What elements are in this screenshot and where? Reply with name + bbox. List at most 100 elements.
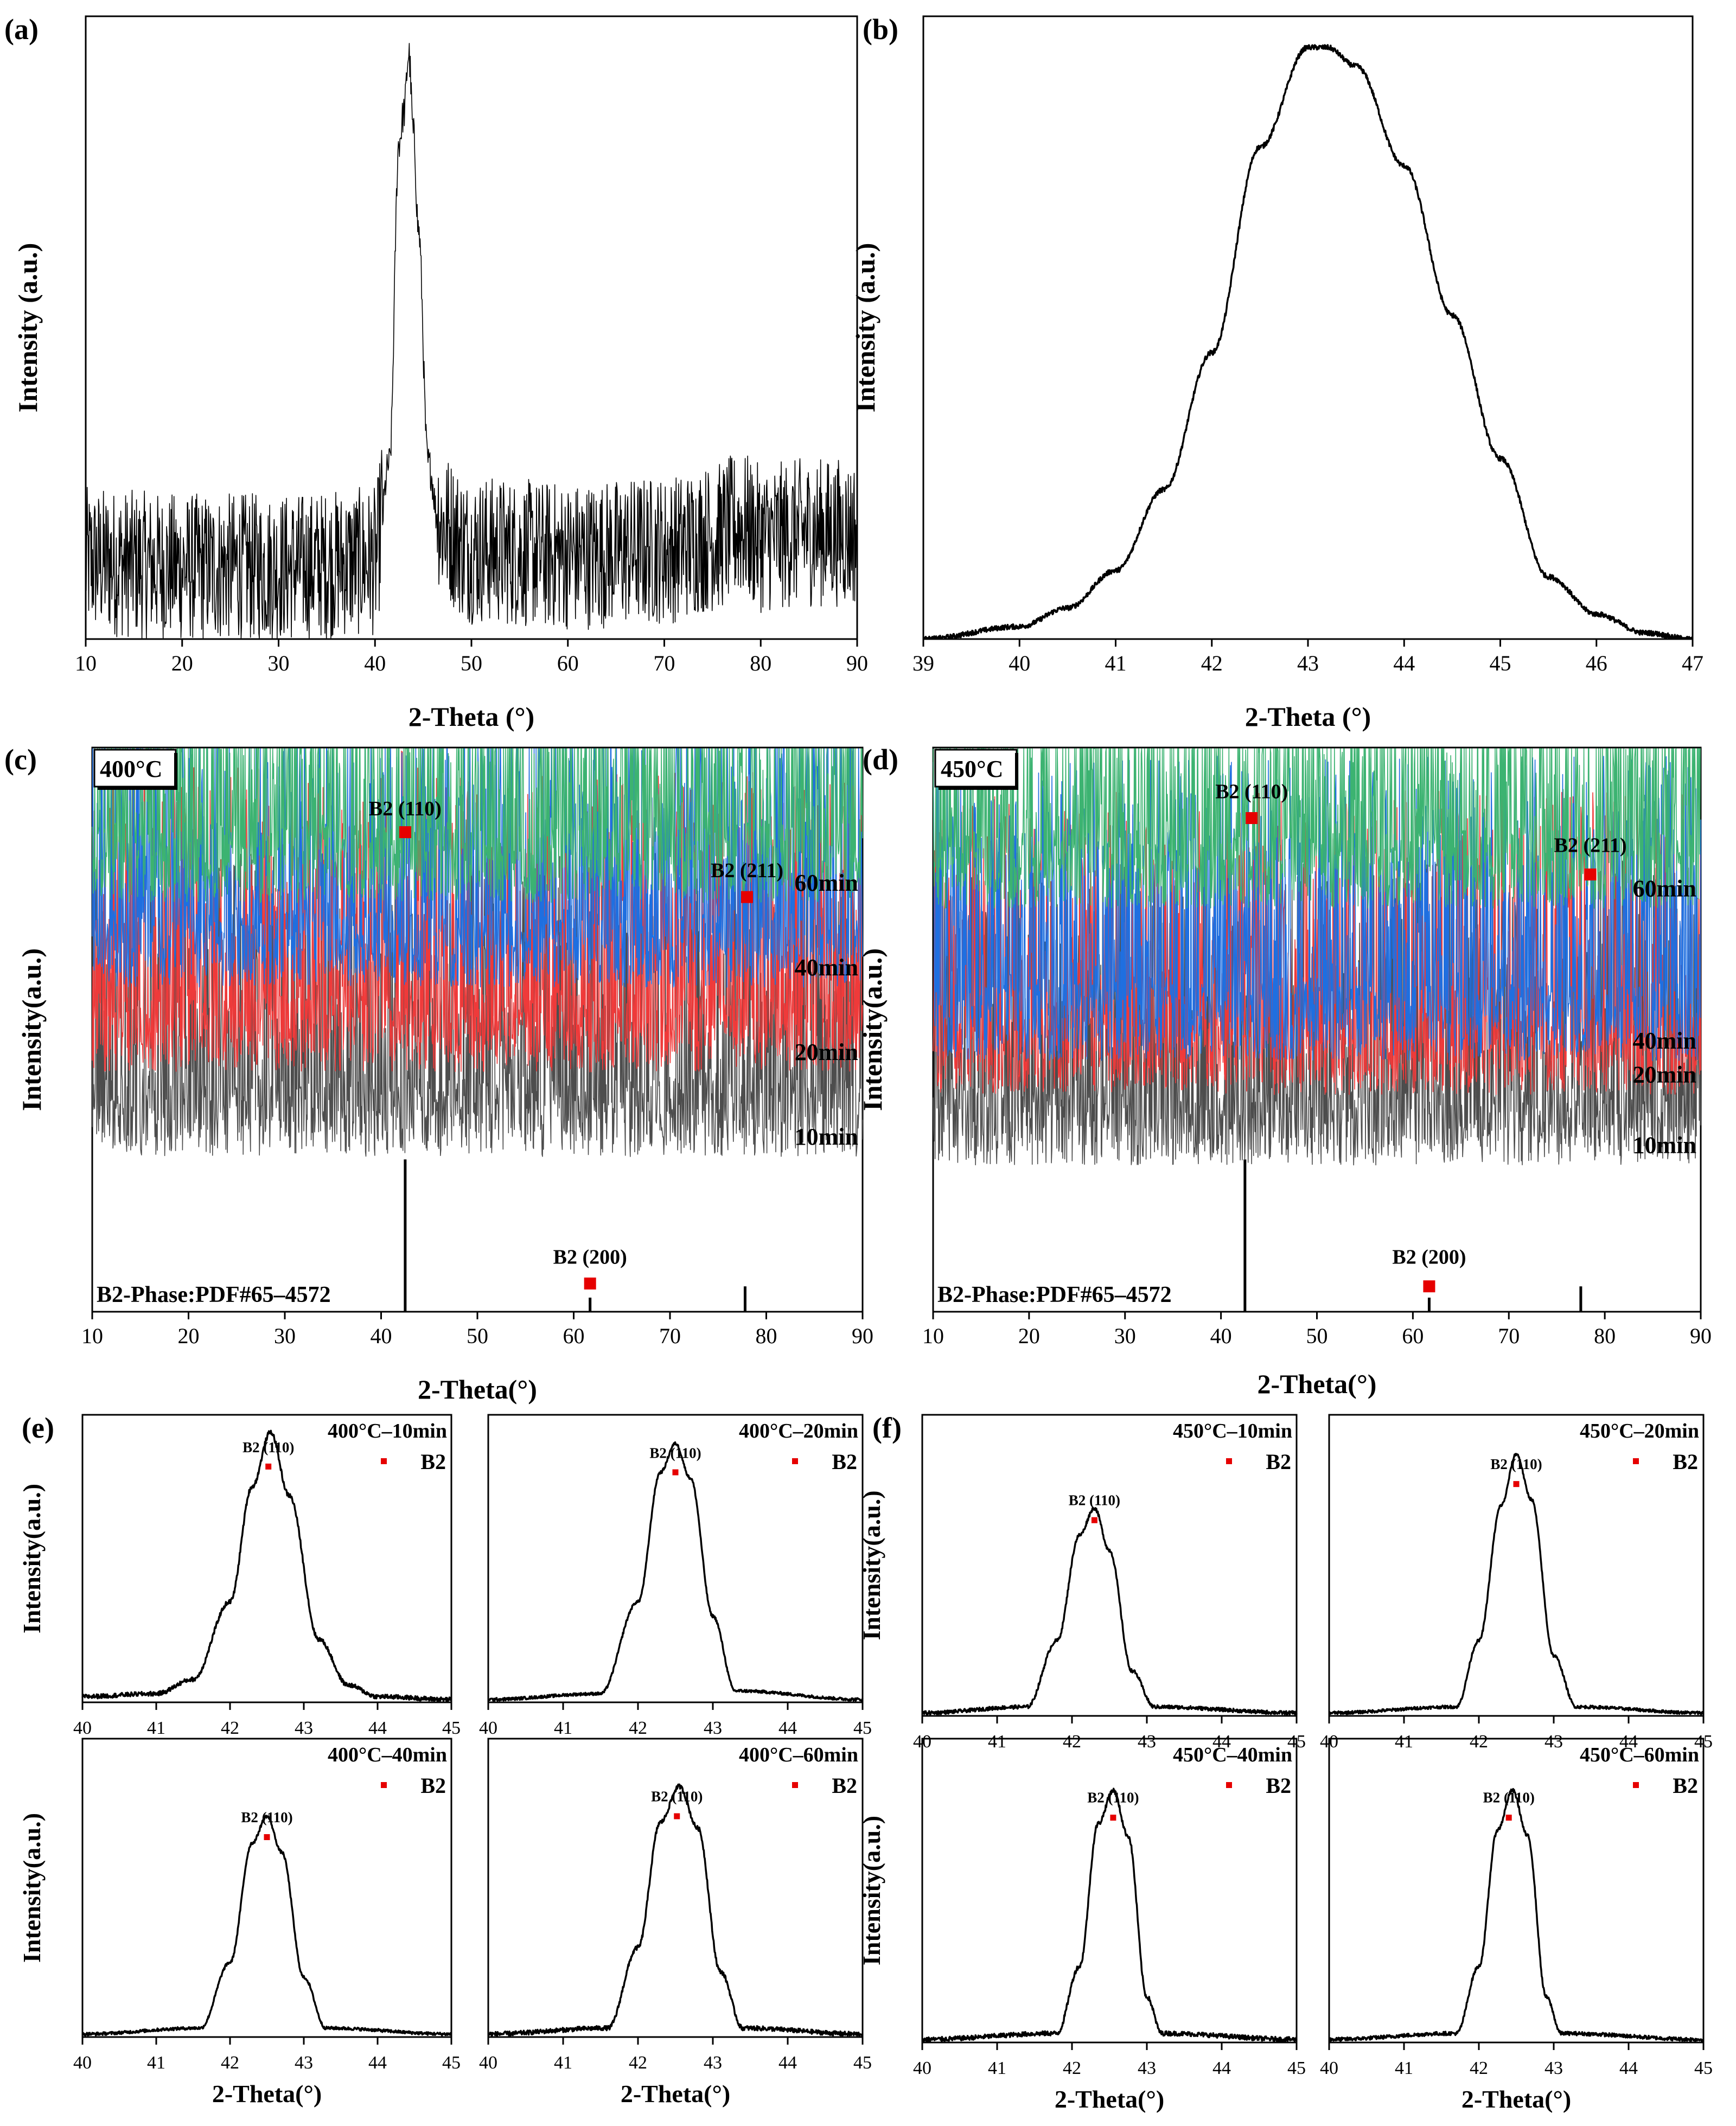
series-line-0 <box>923 44 1693 639</box>
x-tick-label: 45 <box>1287 2058 1306 2078</box>
x-tick-label: 47 <box>1682 651 1703 675</box>
series-line-40min <box>933 756 1701 1061</box>
x-tick-label: 44 <box>778 2053 797 2073</box>
x-tick-label: 90 <box>846 651 868 675</box>
legend-marker <box>381 1782 387 1788</box>
legend-label: B2 <box>1266 1773 1291 1798</box>
x-tick-label: 44 <box>1393 651 1415 675</box>
plot-frame <box>81 1414 452 1703</box>
panel-a: 10 20 30 40 50 60 70 80 90 2-Theta (°) Intensity (… <box>4 13 868 732</box>
x-axis-label: 2-Theta(°) <box>1055 2085 1164 2113</box>
panel-label: (f) <box>872 1412 902 1444</box>
peak-annotation: B2 (211) <box>711 859 783 882</box>
series-line-10min <box>92 852 863 1157</box>
panel-label: (c) <box>4 743 37 776</box>
x-tick-label: 80 <box>1594 1324 1616 1348</box>
x-tick-label: 41 <box>147 1718 165 1738</box>
x-tick-label: 40 <box>1009 651 1030 675</box>
subplot-title: 450°C–60min <box>1580 1744 1699 1766</box>
x-tick-label: 70 <box>659 1324 681 1348</box>
plot-frame <box>487 1414 864 1703</box>
x-tick-label: 43 <box>1544 2058 1563 2078</box>
x-tick-label: 41 <box>988 1732 1006 1752</box>
peak-annotation: B2 (110) <box>1087 1790 1139 1806</box>
series-line-60min <box>92 748 863 903</box>
series-label: 40min <box>795 954 858 981</box>
subplot-title: 400°C–40min <box>328 1744 447 1766</box>
peak-annotation: B2 (110) <box>1069 1492 1120 1509</box>
x-tick-label: 50 <box>461 651 482 675</box>
b2-marker <box>1513 1481 1520 1487</box>
x-tick-label: 41 <box>147 2053 165 2073</box>
x-tick-label: 41 <box>1395 2058 1413 2078</box>
panel-e1: 40 41 42 43 44 45 B2 (110) 400°C–10min B2 Intensi… <box>18 1412 461 1738</box>
temperature-label: 450°C <box>941 756 1003 782</box>
reference-label: B2-Phase:PDF#65–4572 <box>937 1282 1172 1307</box>
x-tick-label: 45 <box>442 2053 461 2073</box>
panel-c: 10 20 30 40 50 60 70 80 90 10min 20min 40min 60min B2… <box>4 743 873 1404</box>
y-axis-label: Intensity(a.u.) <box>18 1813 46 1963</box>
x-tick-label: 43 <box>295 1718 313 1738</box>
x-tick-label: 42 <box>1201 651 1223 675</box>
plot-frame <box>487 1738 864 2038</box>
peak-annotation: B2 (200) <box>553 1246 627 1269</box>
series-line-0 <box>81 1815 452 2036</box>
series-label: 20min <box>1633 1062 1696 1088</box>
x-tick-label: 60 <box>557 651 579 675</box>
b2-marker <box>1584 869 1597 880</box>
x-tick-label: 43 <box>704 1718 722 1738</box>
x-tick-label: 41 <box>1105 651 1127 675</box>
subplot-title: 450°C–10min <box>1173 1420 1292 1442</box>
peak-annotation: B2 (110) <box>242 1439 294 1455</box>
x-tick-label: 90 <box>1690 1324 1712 1348</box>
subplot-title: 400°C–10min <box>328 1420 447 1442</box>
x-tick-label: 45 <box>853 1718 872 1738</box>
b2-marker <box>672 1469 679 1476</box>
series-label: 40min <box>1633 1027 1696 1054</box>
x-tick-label: 43 <box>704 2053 722 2073</box>
x-tick-label: 43 <box>295 2053 313 2073</box>
plot-frame <box>922 15 1694 640</box>
panel-label: (e) <box>22 1412 54 1444</box>
x-tick-label: 45 <box>1694 2058 1713 2078</box>
x-tick-label: 41 <box>554 1718 572 1738</box>
series-line-20min <box>92 750 863 1072</box>
panel-e4: 40 41 42 43 44 45 B2 (110) 400°C–60min B2 2-Theta… <box>479 1738 872 2108</box>
x-tick-label: 41 <box>1395 1732 1413 1752</box>
peak-annotation: B2 (200) <box>1392 1246 1466 1269</box>
x-tick-label: 90 <box>852 1324 873 1348</box>
b2-marker <box>1505 1815 1512 1821</box>
y-axis-label: Intensity (a.u.) <box>850 243 880 413</box>
x-tick-label: 45 <box>442 1718 461 1738</box>
series-line-60min <box>933 748 1701 909</box>
plot-frame <box>921 1414 1298 1717</box>
x-tick-label: 39 <box>912 651 934 675</box>
x-tick-label: 44 <box>1212 2058 1231 2078</box>
series-label: 20min <box>795 1039 858 1065</box>
x-tick-label: 40 <box>479 1718 497 1738</box>
panel-d: 10 20 30 40 50 60 70 80 90 10min 20min 40min 60min B2… <box>857 743 1712 1399</box>
peak-annotation: B2 (110) <box>241 1809 292 1825</box>
series-label: 60min <box>1633 875 1696 902</box>
x-tick-label: 20 <box>1018 1324 1040 1348</box>
x-axis-label: 2-Theta(°) <box>212 2080 322 2108</box>
x-tick-label: 44 <box>1619 2058 1638 2078</box>
series-line-0 <box>85 43 858 639</box>
b2-marker <box>1423 1280 1435 1293</box>
x-tick-label: 10 <box>81 1324 103 1348</box>
x-tick-label: 40 <box>371 1324 392 1348</box>
x-tick-label: 41 <box>554 2053 572 2073</box>
x-tick-label: 50 <box>467 1324 488 1348</box>
x-axis-label: 2-Theta (°) <box>1245 701 1371 732</box>
y-axis-label: Intensity(a.u.) <box>16 948 47 1111</box>
x-tick-label: 44 <box>1212 1732 1231 1752</box>
y-axis-label: Intensity(a.u.) <box>857 948 888 1111</box>
x-tick-label: 40 <box>1320 2058 1338 2078</box>
x-tick-label: 42 <box>221 2053 239 2073</box>
series-line-0 <box>487 1783 864 2037</box>
x-tick-label: 60 <box>1402 1324 1424 1348</box>
series-line-0 <box>921 1506 1298 1716</box>
legend-marker <box>1633 1782 1639 1788</box>
